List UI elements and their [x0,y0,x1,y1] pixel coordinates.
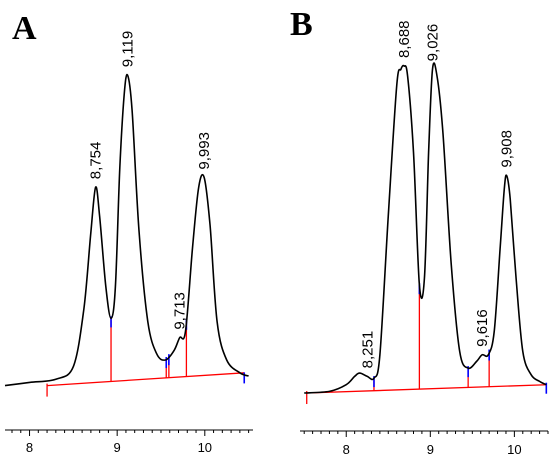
peak-label: 9,713 [172,292,189,330]
panel-b-letter: B [290,6,313,43]
peak-label: 9,993 [196,132,213,170]
x-tick-label: 9 [114,440,121,455]
chromatogram-trace-a [4,73,249,387]
peak-label: 8,251 [359,331,376,369]
peak-label: 8,754 [88,142,105,180]
peak-label: 9,119 [120,31,137,67]
x-tick-label: 10 [198,440,212,455]
peak-label: 9,616 [474,309,491,347]
peak-label: 8,688 [396,20,413,58]
baseline-b [306,384,547,394]
baseline-a [47,372,245,387]
x-tick-label: 10 [507,442,521,457]
x-tick-label: 9 [427,442,434,457]
x-tick-label: 8 [343,442,350,457]
x-tick-label: 8 [26,440,33,455]
chromatogram-trace-b [304,62,547,394]
panel-a-letter: A [12,10,37,47]
peak-label: 9,026 [425,24,442,62]
peak-label: 9,908 [499,130,516,168]
